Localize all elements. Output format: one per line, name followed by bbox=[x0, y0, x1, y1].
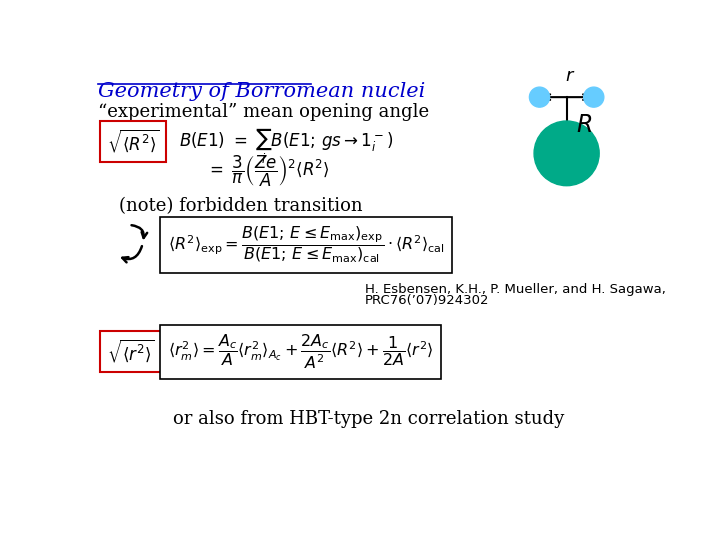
Circle shape bbox=[584, 87, 604, 107]
Text: $R$: $R$ bbox=[576, 113, 592, 137]
Text: “experimental” mean opening angle: “experimental” mean opening angle bbox=[98, 103, 429, 122]
Text: $B(E1) \ = \ \sum_i B(E1;\, gs \to 1_i^-)$: $B(E1) \ = \ \sum_i B(E1;\, gs \to 1_i^-… bbox=[179, 126, 394, 166]
Text: or also from HBT-type 2n correlation study: or also from HBT-type 2n correlation stu… bbox=[174, 410, 564, 428]
Circle shape bbox=[529, 87, 549, 107]
Circle shape bbox=[534, 121, 599, 186]
Text: PRC76(’07)924302: PRC76(’07)924302 bbox=[365, 294, 490, 307]
Text: $= \ \dfrac{3}{\pi} \left(\dfrac{Ze}{A}\right)^2 \langle R^2 \rangle$: $= \ \dfrac{3}{\pi} \left(\dfrac{Ze}{A}\… bbox=[206, 153, 330, 188]
Text: $\sqrt{\langle r^2 \rangle}$: $\sqrt{\langle r^2 \rangle}$ bbox=[107, 338, 155, 365]
Text: $r$: $r$ bbox=[565, 67, 576, 85]
Text: (note) forbidden transition: (note) forbidden transition bbox=[120, 197, 363, 215]
Text: $\langle r_m^2 \rangle = \dfrac{A_c}{A} \langle r_m^2 \rangle_{A_c} + \dfrac{2A_: $\langle r_m^2 \rangle = \dfrac{A_c}{A} … bbox=[168, 333, 433, 371]
Text: $\sqrt{\langle R^2 \rangle}$: $\sqrt{\langle R^2 \rangle}$ bbox=[107, 128, 160, 155]
Text: H. Esbensen, K.H., P. Mueller, and H. Sagawa,: H. Esbensen, K.H., P. Mueller, and H. Sa… bbox=[365, 283, 666, 296]
Text: Geometry of Borromean nuclei: Geometry of Borromean nuclei bbox=[98, 82, 425, 101]
Text: $\langle R^2 \rangle_{\rm exp} = \dfrac{B(E1;\, E \leq E_{\rm max})_{\rm exp}}{B: $\langle R^2 \rangle_{\rm exp} = \dfrac{… bbox=[168, 225, 444, 265]
